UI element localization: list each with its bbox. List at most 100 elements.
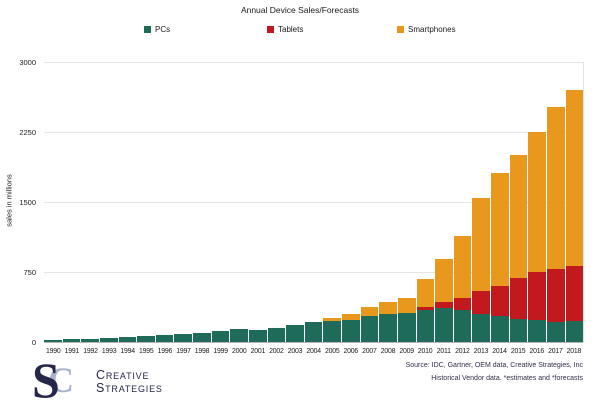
bar-segment-pcs-2007: [360, 315, 379, 342]
bar-1993: [99, 338, 118, 342]
bar-2017: [546, 106, 565, 342]
bar-segment-pcs-2008: [379, 313, 397, 342]
x-tick-label-2014: 2014: [492, 348, 507, 355]
x-tick-label-1994: 1994: [120, 348, 135, 355]
footnote-text: Historical Vendor data. *estimates and *…: [431, 375, 583, 382]
bar-2005: [323, 317, 341, 342]
bar-segment-smartphones-2008: [379, 301, 397, 314]
bar-segment-smartphones-2013: [472, 198, 490, 291]
x-tick-label-2012: 2012: [455, 348, 470, 355]
bar-segment-tablets-2014: [491, 285, 509, 317]
smartphones-swatch-icon: [397, 26, 404, 33]
gridline-3000: [44, 62, 583, 63]
legend-item-pcs: PCs: [144, 25, 170, 34]
x-tick-label-2000: 2000: [231, 348, 247, 355]
bar-segment-tablets-2013: [472, 290, 490, 314]
bars: [44, 62, 584, 342]
bar-segment-smartphones-2006: [342, 314, 360, 321]
bar-segment-tablets-2018: [565, 265, 584, 321]
monogram-c: C: [48, 360, 74, 400]
x-tick-label-1995: 1995: [139, 348, 154, 355]
bar-segment-smartphones-2014: [491, 173, 509, 286]
x-tick-label-1998: 1998: [194, 348, 210, 355]
tablets-swatch-icon: [267, 26, 274, 33]
bar-segment-tablets-2017: [546, 269, 565, 322]
brand-line-2: Strategies: [96, 381, 163, 395]
bar-2016: [528, 132, 546, 342]
bar-segment-pcs-2003: [286, 324, 304, 342]
bar-2011: [435, 259, 453, 342]
bar-segment-tablets-2011: [435, 301, 453, 309]
bar-segment-smartphones-2011: [435, 259, 453, 302]
x-tick-label-1992: 1992: [83, 348, 98, 355]
bar-1999: [211, 331, 230, 342]
brand-name: Creative Strategies: [96, 369, 163, 395]
bar-1998: [193, 332, 211, 342]
x-tick-label-2011: 2011: [436, 348, 451, 355]
bar-2013: [472, 198, 490, 342]
y-tick-label-0: 0: [31, 338, 36, 347]
bar-2008: [379, 301, 397, 342]
bar-1992: [81, 338, 99, 342]
bar-2009: [397, 297, 416, 342]
x-tick-label-2008: 2008: [380, 348, 396, 355]
bar-2000: [230, 329, 248, 342]
x-tick-label-2004: 2004: [306, 348, 321, 355]
bar-segment-pcs-1999: [211, 331, 230, 342]
x-tick-label-2016: 2016: [529, 348, 544, 355]
pcs-swatch-icon: [144, 26, 151, 33]
bar-segment-smartphones-2015: [509, 155, 528, 278]
bar-2001: [248, 329, 267, 342]
brand-line-1: Creative: [96, 368, 150, 382]
creative-strategies-logo: C S Creative Strategies: [32, 355, 163, 405]
bar-segment-pcs-1994: [118, 337, 137, 342]
x-tick-label-1993: 1993: [101, 348, 117, 355]
bar-segment-pcs-2005: [323, 321, 341, 342]
bar-2006: [342, 314, 360, 342]
source-text: Source: IDC, Gartner, OEM data, Creative…: [405, 362, 583, 369]
bar-segment-tablets-2015: [509, 277, 528, 319]
legend-label-pcs: PCs: [155, 25, 171, 34]
x-tick-label-1991: 1991: [64, 348, 80, 355]
x-tick-label-2018: 2018: [566, 348, 582, 355]
plot-area: [44, 62, 584, 343]
bar-segment-pcs-1995: [137, 336, 155, 342]
cs-monogram-icon: C S: [32, 355, 90, 405]
x-tick-label-2001: 2001: [250, 348, 266, 355]
bar-segment-tablets-2012: [453, 297, 472, 310]
bar-1997: [174, 334, 192, 342]
x-tick-label-2010: 2010: [417, 348, 433, 355]
bar-1995: [137, 336, 155, 342]
bar-segment-pcs-2016: [528, 320, 546, 342]
bar-segment-smartphones-2016: [528, 132, 546, 273]
bar-1990: [44, 339, 62, 342]
gridline-1500: [44, 202, 583, 203]
x-axis-labels: 1990 1991 1992 1993 1994 1995 1996 1997 1998 1999…: [44, 348, 583, 355]
bar-segment-pcs-2000: [230, 329, 248, 342]
bar-segment-smartphones-2009: [397, 297, 416, 313]
x-tick-label-2005: 2005: [324, 348, 340, 355]
x-axis-line: [44, 342, 583, 343]
bar-2010: [416, 279, 435, 342]
gridline-750: [44, 272, 583, 273]
legend-item-tablets: Tablets: [267, 25, 303, 34]
bar-2014: [491, 173, 509, 342]
x-tick-label-2009: 2009: [399, 348, 414, 355]
chart-title: Annual Device Sales/Forecasts: [240, 5, 360, 15]
x-tick-label-1996: 1996: [157, 348, 173, 355]
bar-1994: [118, 337, 137, 342]
bar-segment-pcs-1992: [81, 338, 99, 342]
bar-segment-pcs-1996: [155, 335, 174, 342]
x-tick-label-2007: 2007: [362, 348, 377, 355]
bar-segment-smartphones-2007: [360, 307, 379, 316]
bar-segment-pcs-2011: [435, 308, 453, 342]
bar-1991: [62, 339, 81, 342]
bar-segment-pcs-1993: [99, 338, 118, 342]
bar-2018: [565, 90, 584, 342]
x-tick-label-2017: 2017: [548, 348, 563, 355]
bar-2015: [509, 155, 528, 342]
y-axis-ticks: 0 750 1500 2250 3000: [0, 58, 40, 347]
bar-segment-pcs-2013: [472, 314, 490, 342]
bar-segment-pcs-1990: [44, 339, 62, 342]
x-tick-label-2013: 2013: [473, 348, 489, 355]
